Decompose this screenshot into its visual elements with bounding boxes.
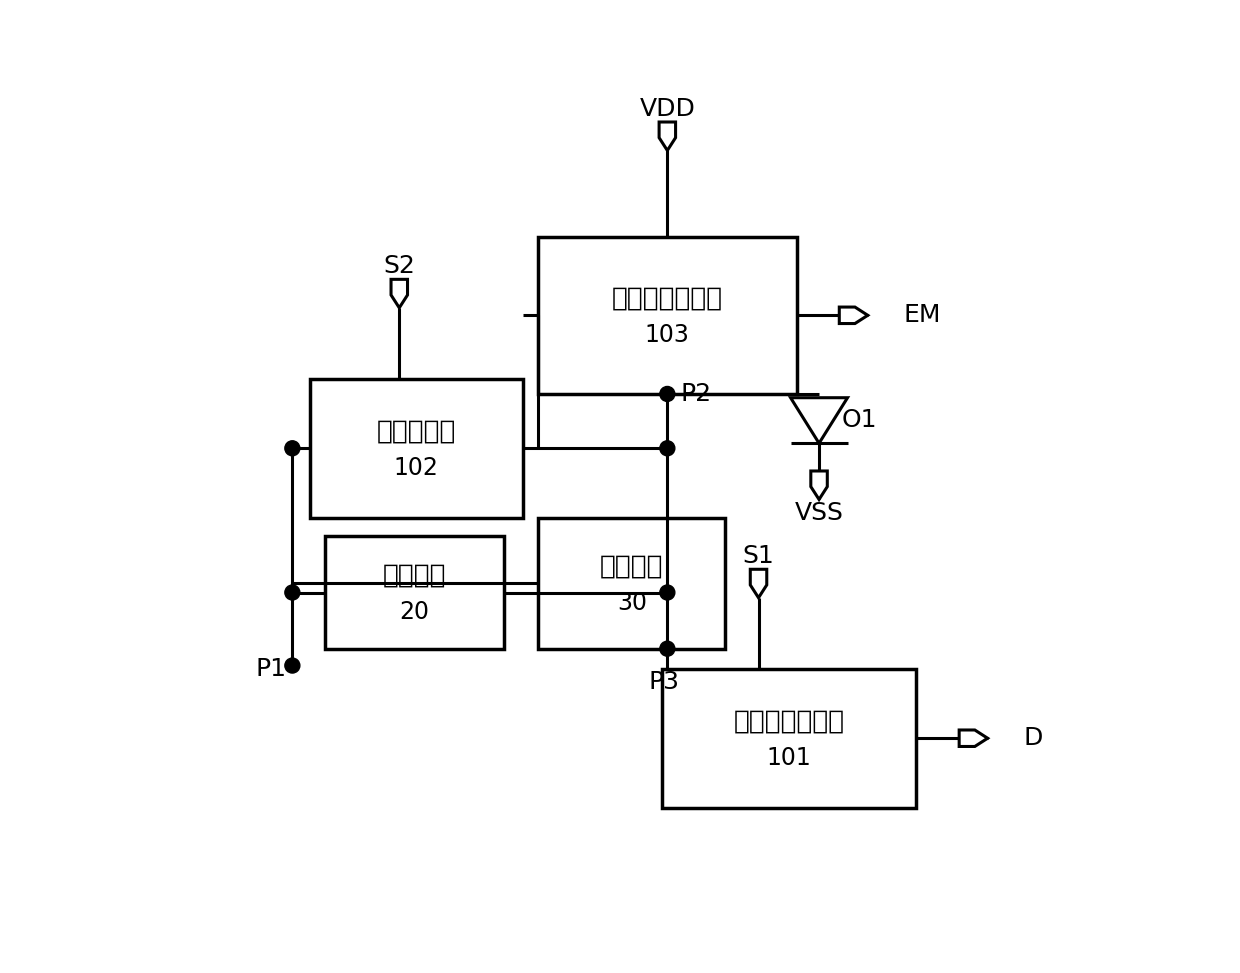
Polygon shape [750, 569, 766, 597]
Polygon shape [660, 122, 676, 151]
Circle shape [660, 441, 675, 455]
Polygon shape [391, 279, 408, 307]
Text: 补偿电路: 补偿电路 [383, 563, 446, 589]
Circle shape [660, 386, 675, 402]
Polygon shape [839, 307, 868, 324]
Text: D: D [1023, 726, 1043, 750]
Text: 20: 20 [399, 600, 429, 624]
Text: S1: S1 [743, 544, 775, 568]
Polygon shape [960, 730, 987, 746]
Circle shape [660, 585, 675, 600]
Circle shape [285, 658, 300, 673]
Text: EM: EM [904, 304, 941, 327]
Text: 101: 101 [766, 745, 811, 770]
Circle shape [285, 441, 300, 455]
Circle shape [660, 641, 675, 656]
Polygon shape [791, 398, 847, 444]
Text: 102: 102 [394, 455, 439, 480]
Text: 30: 30 [616, 591, 647, 615]
Text: P2: P2 [681, 382, 712, 406]
Text: VSS: VSS [795, 501, 843, 525]
Polygon shape [811, 471, 827, 499]
Text: 补偿子电路: 补偿子电路 [377, 418, 456, 445]
Text: VDD: VDD [640, 96, 696, 121]
Text: S2: S2 [383, 254, 415, 278]
Text: 驱动电路: 驱动电路 [600, 554, 663, 580]
Text: 103: 103 [645, 323, 689, 346]
Bar [310, 379, 523, 518]
Bar [538, 236, 796, 394]
Circle shape [285, 585, 300, 600]
Text: P3: P3 [649, 670, 680, 695]
Bar [662, 668, 916, 808]
Bar [325, 536, 505, 649]
Bar [538, 518, 725, 649]
Text: 数据写入子电路: 数据写入子电路 [734, 708, 844, 735]
Text: P1: P1 [255, 658, 286, 681]
Text: O1: O1 [842, 409, 877, 432]
Text: 发光控制子电路: 发光控制子电路 [611, 286, 723, 311]
